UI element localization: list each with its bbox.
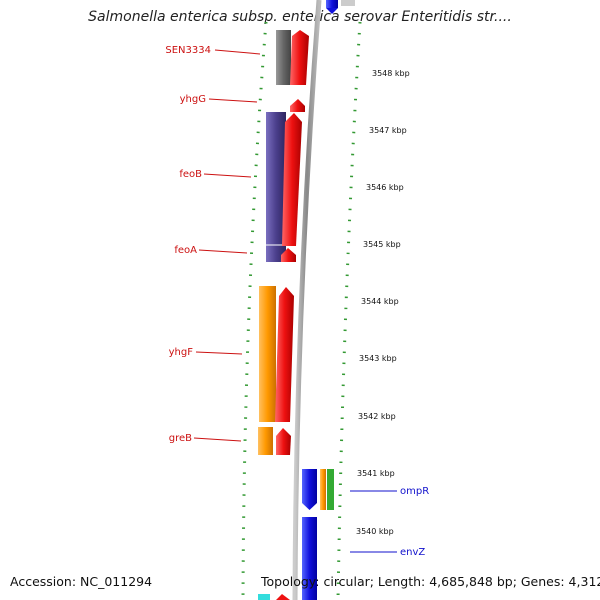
leaders-left <box>193 49 261 442</box>
red-arrow-4 <box>281 248 296 262</box>
tick-label-3547: 3547 kbp <box>369 126 407 135</box>
tick-label-3540: 3540 kbp <box>356 527 394 536</box>
gene-sen3334 <box>276 30 291 85</box>
red-arrow-1 <box>290 30 309 85</box>
gene-top-blue-arrow <box>326 8 338 14</box>
red-arrow-6 <box>276 428 291 455</box>
gene-label-yhgf[interactable]: yhgF <box>169 347 194 358</box>
gene-label-sen3334[interactable]: SEN3334 <box>165 45 211 56</box>
gene-label-envz[interactable]: envZ <box>400 547 425 558</box>
outer-ring-left <box>241 21 268 600</box>
gene-ompr <box>302 469 317 510</box>
red-arrow-2 <box>290 99 305 112</box>
tick-label-3548: 3548 kbp <box>372 69 410 78</box>
tick-label-3544: 3544 kbp <box>361 297 399 306</box>
backbone-track <box>292 0 322 600</box>
topology-text: Topology: circular; Length: 4,685,848 bp… <box>261 574 600 589</box>
gene-label-feob[interactable]: feoB <box>179 169 202 180</box>
outer-ring-right <box>336 21 362 600</box>
gene-envz <box>302 517 317 600</box>
genome-title: Salmonella enterica subsp. enterica sero… <box>88 9 512 25</box>
tick-label-3542: 3542 kbp <box>358 412 396 421</box>
tick-label-3546: 3546 kbp <box>366 183 404 192</box>
gene-top-blue <box>326 0 338 8</box>
gene-label-greb[interactable]: greB <box>169 433 192 444</box>
gene-greb <box>258 427 273 455</box>
tick-label-3543: 3543 kbp <box>359 354 397 363</box>
red-arrow-5 <box>275 287 294 422</box>
gene-ompr-green <box>327 469 334 510</box>
gene-bottom-cyan <box>258 594 270 600</box>
gene-label-feoa[interactable]: feoA <box>174 245 197 256</box>
red-arrow-3 <box>282 113 302 246</box>
gene-yhgf <box>259 286 276 422</box>
accession-text: Accession: NC_011294 <box>10 574 153 589</box>
gene-label-ompr[interactable]: ompR <box>400 486 429 497</box>
gene-top-gray <box>341 0 355 6</box>
gene-ompr-orange <box>320 469 326 510</box>
leaders-right <box>350 490 397 553</box>
gene-bottom-red <box>276 594 290 600</box>
tick-label-3541: 3541 kbp <box>357 469 395 478</box>
tick-label-3545: 3545 kbp <box>363 240 401 249</box>
gene-label-yhgg[interactable]: yhgG <box>180 94 206 105</box>
